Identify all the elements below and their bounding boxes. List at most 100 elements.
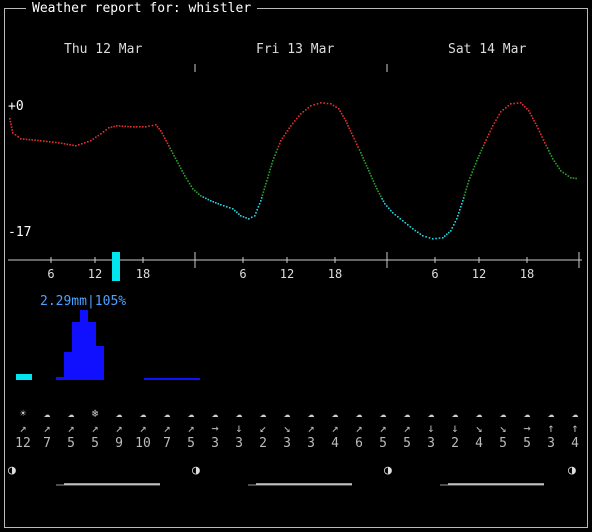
temperature-point: [350, 132, 353, 135]
temperature-point: [176, 160, 178, 162]
temperature-point: [330, 103, 332, 105]
temperature-point: [374, 185, 377, 187]
wind-speed-value: 6: [355, 436, 363, 451]
temperature-point: [257, 206, 260, 208]
temperature-point: [545, 144, 547, 147]
temperature-point: [17, 136, 19, 138]
temperature-point: [196, 191, 198, 194]
temperature-point: [207, 198, 210, 201]
temperature-point: [575, 177, 577, 180]
temperature-point: [461, 203, 463, 205]
temp-min-label: -17: [8, 225, 32, 240]
temperature-point: [347, 125, 349, 127]
hour-tick-label: 18: [135, 267, 151, 281]
wind-direction-icon: ↗: [403, 421, 411, 435]
weather-icon: ☁: [187, 407, 195, 420]
wind-direction-icon: ↗: [115, 421, 123, 435]
temperature-point: [245, 217, 247, 219]
temperature-point: [450, 230, 452, 232]
temperature-point: [271, 162, 273, 165]
temperature-point: [570, 177, 572, 179]
temperature-point: [169, 147, 171, 150]
temperature-point: [145, 126, 147, 128]
temperature-point: [10, 126, 13, 128]
temperature-point: [172, 152, 174, 155]
temperature-point: [263, 188, 265, 191]
temperature-point: [459, 209, 461, 211]
temperature-point: [348, 127, 351, 130]
temperature-point: [381, 198, 383, 200]
temperature-point: [480, 149, 483, 152]
temperature-point: [78, 144, 80, 146]
temperature-point: [478, 154, 480, 157]
temperature-point: [34, 139, 36, 141]
temperature-point: [31, 139, 33, 141]
temperature-point: [302, 111, 305, 113]
weather-icon: ☁: [259, 407, 267, 420]
temperature-point: [425, 236, 427, 238]
temperature-point: [275, 151, 277, 153]
weather-icon: ☁: [115, 407, 123, 420]
wind-direction-icon: ↘: [499, 421, 507, 435]
wind-direction-icon: ↗: [331, 421, 339, 435]
temperature-point: [168, 145, 170, 147]
weather-icon: ☁: [331, 407, 339, 420]
temperature-point: [81, 143, 83, 145]
weather-icon: ☀: [19, 407, 27, 420]
temperature-point: [280, 140, 282, 142]
temperature-point: [520, 102, 522, 104]
wind-speed-value: 3: [547, 436, 555, 451]
temperature-point: [500, 111, 502, 113]
temperature-point: [108, 127, 110, 129]
temperature-point: [255, 212, 257, 214]
temperature-point: [268, 171, 271, 173]
temperature-point: [184, 175, 186, 177]
weather-icon: ☁: [139, 407, 147, 420]
weather-icon: ☁: [235, 407, 243, 420]
temperature-point: [453, 224, 455, 226]
temperature-point: [11, 129, 13, 131]
wind-direction-icon: →: [211, 421, 219, 435]
moon-phase-icon: ◑: [384, 463, 392, 478]
temperature-point: [286, 130, 289, 132]
temperature-point: [555, 162, 557, 165]
temperature-point: [274, 154, 276, 156]
temperature-point: [178, 165, 181, 167]
temperature-point: [266, 177, 269, 179]
temperature-point: [345, 120, 347, 122]
temperature-point: [290, 125, 292, 127]
weather-icon: ☁: [499, 407, 507, 420]
temperature-point: [407, 224, 409, 226]
wind-speed-value: 5: [187, 436, 195, 451]
wind-speed-value: 2: [259, 436, 267, 451]
day-label-sat: Sat 14 Mar: [448, 42, 527, 57]
temperature-point: [210, 200, 212, 202]
temperature-point: [229, 207, 231, 209]
temperature-point: [532, 117, 534, 120]
temperature-point: [386, 205, 388, 207]
temperature-point: [335, 106, 337, 108]
temperature-point: [127, 125, 129, 128]
wind-speed-value: 3: [211, 436, 219, 451]
wind-speed-value: 5: [523, 436, 531, 451]
temperature-point: [462, 200, 464, 202]
wind-speed-value: 2: [451, 436, 459, 451]
temperature-point: [549, 152, 551, 155]
wind-speed-value: 4: [331, 436, 339, 451]
temperature-point: [513, 102, 515, 105]
temperature-point: [313, 104, 315, 106]
temperature-point: [536, 125, 538, 127]
hour-tick-label: 6: [239, 267, 247, 281]
temperature-point: [338, 108, 340, 110]
temperature-point: [417, 231, 419, 234]
temperature-point: [28, 138, 31, 141]
wind-direction-icon: ↗: [91, 421, 99, 435]
wind-speed-value: 4: [571, 436, 579, 451]
weather-icon: ❄: [91, 407, 99, 420]
temperature-point: [451, 227, 454, 229]
temperature-point: [310, 105, 312, 107]
temperature-point: [567, 175, 570, 177]
weather-icon: ☁: [67, 407, 75, 420]
wind-speed-value: 3: [427, 436, 435, 451]
temperature-point: [498, 113, 500, 116]
